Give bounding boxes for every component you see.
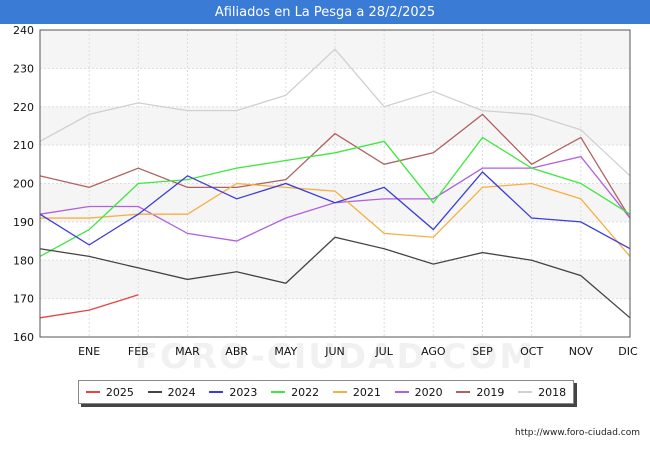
x-tick-label: JUN (324, 345, 345, 358)
legend: 2025 2024 2023 2022 2021 2020 2019 2018 (78, 380, 574, 404)
y-tick-label: 180 (13, 254, 34, 267)
series-lines (39, 48, 631, 319)
series-line-2024 (39, 236, 631, 319)
series-line-2019 (39, 113, 631, 219)
legend-label: 2020 (414, 385, 443, 399)
legend-item-2025: 2025 (85, 385, 134, 399)
x-tick-label: ENE (78, 345, 100, 358)
x-tick-label: FEB (128, 345, 149, 358)
x-tick-label: MAY (274, 345, 297, 358)
x-tick-label: AGO (421, 345, 446, 358)
legend-item-2022: 2022 (271, 386, 319, 399)
watermark: FORO-CIUDAD.COM (135, 337, 536, 377)
y-tick-label: 240 (13, 24, 34, 37)
legend-label: 2023 (229, 385, 258, 399)
legend-label: 2024 (167, 385, 196, 399)
legend-swatch (332, 391, 347, 393)
legend-item-2019: 2019 (456, 386, 504, 399)
legend-label: 2019 (476, 385, 505, 399)
series-line-2025 (39, 294, 139, 319)
legend-item-2021: 2021 (332, 385, 381, 399)
legend-label: 2018 (538, 385, 567, 399)
y-tick-label: 210 (13, 139, 34, 152)
legend-label: 2021 (352, 385, 381, 399)
chart-title: Afiliados en La Pesga a 28/2/2025 (0, 0, 650, 24)
legend-item-2018: 2018 (518, 386, 566, 399)
legend-label: 2025 (105, 385, 134, 399)
y-tick-label: 160 (13, 331, 34, 344)
legend-swatch (85, 391, 100, 393)
x-tick-label: OCT (520, 345, 543, 358)
legend-swatch (147, 391, 162, 393)
series-line-2022 (39, 136, 631, 257)
legend-swatch (456, 391, 471, 393)
y-tick-label: 200 (13, 178, 34, 191)
legend-swatch (394, 391, 409, 393)
legend-swatch (518, 391, 533, 393)
plot-frame (39, 29, 631, 338)
legend-swatch (271, 391, 286, 393)
legend-label: 2022 (291, 385, 320, 399)
legend-item-2023: 2023 (209, 386, 257, 399)
x-tick-label: NOV (569, 345, 594, 358)
legend-swatch (209, 391, 224, 393)
y-axis: 160 170 180 190 200 210 220 230 240 (13, 24, 34, 344)
series-line-2023 (39, 171, 631, 250)
x-tick-label: SEP (472, 345, 493, 358)
legend-item-2024: 2024 (147, 385, 196, 399)
x-tick-label: MAR (175, 345, 200, 358)
series-line-2018 (39, 48, 631, 177)
y-tick-label: 170 (13, 293, 34, 306)
x-axis: ENE FEB MAR ABR MAY JUN JUL AGO SEP OCT NOV DIC (78, 345, 638, 358)
y-tick-label: 220 (13, 101, 34, 114)
x-tick-label: DIC (618, 345, 638, 358)
source-link[interactable]: http://www.foro-ciudad.com (515, 428, 640, 438)
y-tick-label: 190 (13, 216, 34, 229)
x-tick-label: JUL (374, 345, 393, 358)
x-tick-label: ABR (225, 345, 248, 358)
y-tick-label: 230 (13, 62, 34, 75)
legend-item-2020: 2020 (394, 385, 443, 399)
